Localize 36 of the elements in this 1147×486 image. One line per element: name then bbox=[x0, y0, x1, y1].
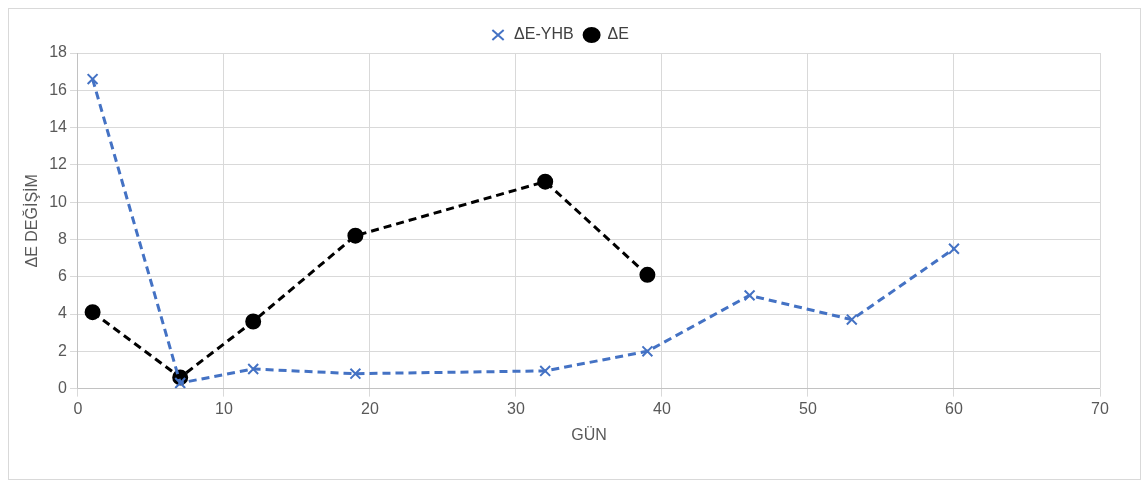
point bbox=[86, 73, 99, 86]
y-tick-label: 2 bbox=[58, 341, 68, 359]
y-tick-label: 16 bbox=[49, 80, 68, 98]
point bbox=[537, 173, 554, 190]
y-tick-label: 6 bbox=[58, 267, 68, 285]
point bbox=[845, 313, 858, 326]
x-tick-label: 50 bbox=[799, 399, 817, 417]
legend-label: ΔE bbox=[607, 25, 629, 43]
point bbox=[641, 345, 654, 358]
y-tick-label: 10 bbox=[49, 192, 68, 210]
point bbox=[245, 313, 262, 330]
y-tick-label: 4 bbox=[58, 304, 68, 322]
legend-label: ΔE-YHB bbox=[514, 25, 574, 43]
x-tick-label: 0 bbox=[73, 399, 83, 417]
y-axis-title: ΔE DEĞİŞİM bbox=[22, 174, 41, 268]
point bbox=[84, 304, 101, 321]
x-tick-label: 40 bbox=[653, 399, 671, 417]
x-tick-label: 20 bbox=[361, 399, 379, 417]
point bbox=[539, 364, 552, 377]
point bbox=[743, 289, 756, 302]
y-tick-label: 12 bbox=[49, 155, 68, 173]
x-tick-label: 60 bbox=[945, 399, 963, 417]
point bbox=[247, 363, 260, 375]
point bbox=[948, 242, 960, 255]
x-axis-title: GÜN bbox=[571, 425, 607, 443]
point bbox=[174, 377, 187, 389]
x-tick-label: 30 bbox=[507, 399, 525, 417]
y-tick-label: 14 bbox=[49, 117, 68, 135]
x-tick-label: 70 bbox=[1091, 399, 1109, 417]
y-tick-label: 0 bbox=[58, 379, 68, 397]
y-tick-label: 8 bbox=[58, 229, 68, 247]
point bbox=[639, 266, 656, 283]
point bbox=[349, 367, 362, 380]
y-tick-label: 18 bbox=[49, 43, 68, 61]
x-tick-label: 10 bbox=[215, 399, 233, 417]
point bbox=[347, 227, 364, 244]
